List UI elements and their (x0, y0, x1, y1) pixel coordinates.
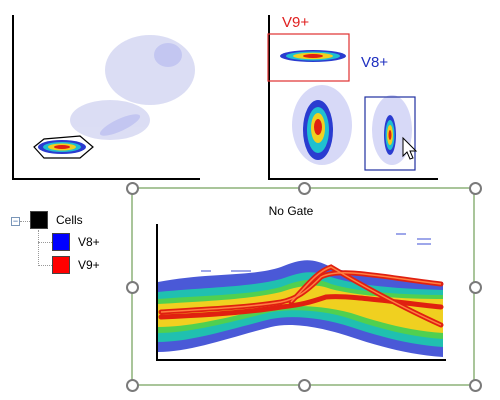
tree-node-v9[interactable]: V9+ (52, 255, 122, 275)
x-axis (268, 178, 438, 180)
cursor-icon (402, 136, 418, 160)
resize-handle-bottom-left[interactable] (126, 379, 139, 392)
swatch-cells (30, 211, 48, 229)
tree-connector (38, 265, 52, 266)
tree-connector (38, 242, 52, 243)
tree-node-label: V8+ (78, 235, 100, 249)
y-axis (156, 224, 158, 361)
tree-node-v8[interactable]: V8+ (52, 232, 122, 252)
gate-label-v9: V9+ (282, 14, 310, 31)
resize-handle-top-left[interactable] (126, 182, 139, 195)
resize-handle-top[interactable] (298, 182, 311, 195)
gate-v8-rect (364, 96, 416, 171)
plot-top-left[interactable] (0, 0, 210, 185)
gate-v9-rect (267, 33, 350, 82)
resize-handle-left[interactable] (126, 281, 139, 294)
gate-label-v8: V8+ (361, 54, 389, 71)
gate-polygon (33, 135, 94, 159)
resize-handle-bottom-right[interactable] (469, 379, 482, 392)
resize-handle-bottom[interactable] (298, 379, 311, 392)
tree-connector (38, 230, 39, 266)
density-bands (158, 233, 444, 357)
y-axis (12, 15, 14, 180)
tree-node-label: V9+ (78, 258, 100, 272)
swatch-v9 (52, 256, 70, 274)
tree-node-cells[interactable]: Cells (30, 210, 110, 230)
density-dots (33, 35, 195, 159)
gate-tree: − Cells V8+ V9+ (0, 200, 125, 280)
plot-top-right[interactable]: V9+ V8+ (262, 0, 500, 185)
density-dots (267, 33, 418, 171)
x-axis (156, 359, 446, 361)
tree-node-label: Cells (56, 213, 83, 227)
resize-handle-right[interactable] (469, 281, 482, 294)
swatch-v8 (52, 233, 70, 251)
tree-connector (20, 221, 30, 222)
plot-title: No Gate (268, 204, 314, 218)
y-axis (268, 15, 270, 180)
plot-bottom[interactable]: No Gate (126, 182, 482, 392)
x-axis (12, 178, 200, 180)
resize-handle-top-right[interactable] (469, 182, 482, 195)
collapse-toggle-icon[interactable]: − (11, 216, 20, 226)
